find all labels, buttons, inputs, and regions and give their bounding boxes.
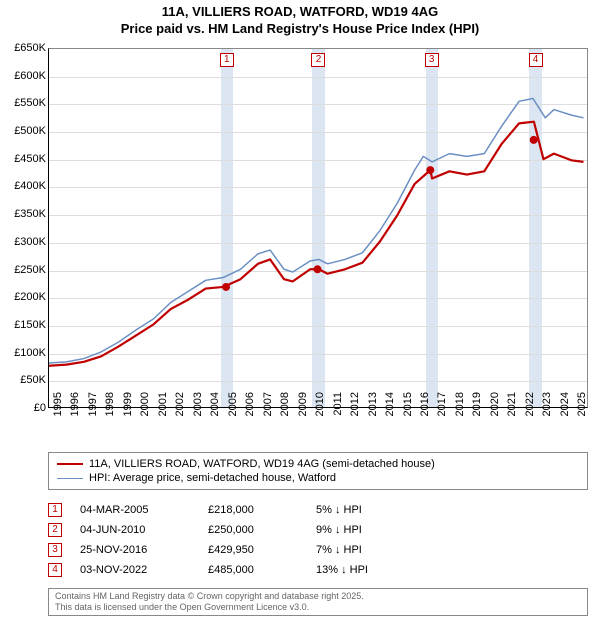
- gridline: [49, 298, 587, 299]
- attribution-footer: Contains HM Land Registry data © Crown c…: [48, 588, 588, 616]
- event-marker-label: 1: [220, 53, 234, 67]
- event-marker-label: 4: [529, 53, 543, 67]
- event-number-box: 1: [48, 503, 62, 517]
- x-axis-tick-label: 2018: [454, 392, 466, 432]
- event-price: £429,950: [208, 544, 298, 556]
- y-axis-tick-label: £350K: [2, 208, 46, 220]
- legend-item: 11A, VILLIERS ROAD, WATFORD, WD19 4AG (s…: [57, 457, 579, 471]
- x-axis-tick-label: 2003: [192, 392, 204, 432]
- gridline: [49, 104, 587, 105]
- legend-label: HPI: Average price, semi-detached house,…: [89, 472, 336, 484]
- event-date: 04-MAR-2005: [80, 504, 190, 516]
- x-axis-tick-label: 1995: [52, 392, 64, 432]
- y-axis-tick-label: £250K: [2, 264, 46, 276]
- x-axis-tick-label: 2014: [384, 392, 396, 432]
- footer-line-2: This data is licensed under the Open Gov…: [55, 602, 581, 613]
- y-axis-tick-label: £0: [2, 402, 46, 414]
- gridline: [49, 187, 587, 188]
- x-axis-tick-label: 2022: [524, 392, 536, 432]
- event-number-box: 4: [48, 563, 62, 577]
- event-price: £485,000: [208, 564, 298, 576]
- events-table: 1 04-MAR-2005 £218,000 5% ↓ HPI 2 04-JUN-2010…: [48, 500, 588, 580]
- event-row: 4 03-NOV-2022 £485,000 13% ↓ HPI: [48, 560, 588, 580]
- y-axis-tick-label: £150K: [2, 319, 46, 331]
- legend-swatch: [57, 463, 83, 465]
- y-axis-tick-label: £300K: [2, 236, 46, 248]
- y-axis-tick-label: £550K: [2, 97, 46, 109]
- legend-swatch: [57, 478, 83, 479]
- event-hpi-diff: 5% ↓ HPI: [316, 504, 406, 516]
- x-axis-tick-label: 2005: [227, 392, 239, 432]
- gridline: [49, 132, 587, 133]
- event-row: 2 04-JUN-2010 £250,000 9% ↓ HPI: [48, 520, 588, 540]
- x-axis-tick-label: 2011: [332, 392, 344, 432]
- x-axis-tick-label: 2023: [541, 392, 553, 432]
- x-axis-tick-label: 2010: [314, 392, 326, 432]
- event-date: 25-NOV-2016: [80, 544, 190, 556]
- x-axis-tick-label: 2025: [576, 392, 588, 432]
- event-marker-label: 2: [311, 53, 325, 67]
- page: 11A, VILLIERS ROAD, WATFORD, WD19 4AG Pr…: [0, 0, 600, 620]
- footer-line-1: Contains HM Land Registry data © Crown c…: [55, 591, 581, 602]
- y-axis-tick-label: £400K: [2, 180, 46, 192]
- legend-item: HPI: Average price, semi-detached house,…: [57, 471, 579, 485]
- title-line-2: Price paid vs. HM Land Registry's House …: [0, 21, 600, 38]
- x-axis-tick-label: 2008: [279, 392, 291, 432]
- x-axis-tick-label: 2021: [506, 392, 518, 432]
- x-axis-tick-label: 2012: [349, 392, 361, 432]
- x-axis-tick-label: 1999: [122, 392, 134, 432]
- gridline: [49, 381, 587, 382]
- x-axis-tick-label: 1998: [104, 392, 116, 432]
- legend-label: 11A, VILLIERS ROAD, WATFORD, WD19 4AG (s…: [89, 458, 435, 470]
- event-number-box: 2: [48, 523, 62, 537]
- event-row: 3 25-NOV-2016 £429,950 7% ↓ HPI: [48, 540, 588, 560]
- x-axis-tick-label: 2016: [419, 392, 431, 432]
- y-axis-tick-label: £200K: [2, 291, 46, 303]
- event-number-box: 3: [48, 543, 62, 557]
- x-axis-tick-label: 2004: [209, 392, 221, 432]
- x-axis-tick-label: 2020: [489, 392, 501, 432]
- x-axis-tick-label: 2019: [471, 392, 483, 432]
- x-axis-tick-label: 2006: [244, 392, 256, 432]
- x-axis-tick-label: 2013: [367, 392, 379, 432]
- gridline: [49, 326, 587, 327]
- y-axis-tick-label: £600K: [2, 70, 46, 82]
- y-axis-tick-label: £100K: [2, 347, 46, 359]
- gridline: [49, 271, 587, 272]
- event-date: 03-NOV-2022: [80, 564, 190, 576]
- gridline: [49, 354, 587, 355]
- gridline: [49, 160, 587, 161]
- event-price: £250,000: [208, 524, 298, 536]
- event-hpi-diff: 9% ↓ HPI: [316, 524, 406, 536]
- y-axis-tick-label: £500K: [2, 125, 46, 137]
- y-axis-tick-label: £50K: [2, 374, 46, 386]
- x-axis-tick-label: 2001: [157, 392, 169, 432]
- x-axis-tick-label: 2000: [139, 392, 151, 432]
- y-axis-tick-label: £450K: [2, 153, 46, 165]
- x-axis-tick-label: 2002: [174, 392, 186, 432]
- event-hpi-diff: 13% ↓ HPI: [316, 564, 406, 576]
- gridline: [49, 77, 587, 78]
- gridline: [49, 215, 587, 216]
- event-marker-label: 3: [425, 53, 439, 67]
- event-price: £218,000: [208, 504, 298, 516]
- x-axis-tick-label: 1996: [69, 392, 81, 432]
- x-axis-tick-label: 2009: [297, 392, 309, 432]
- x-axis-tick-label: 1997: [87, 392, 99, 432]
- x-axis-tick-label: 2017: [436, 392, 448, 432]
- chart-plot-area: 1 2 3 4: [48, 48, 588, 408]
- chart-title: 11A, VILLIERS ROAD, WATFORD, WD19 4AG Pr…: [0, 0, 600, 38]
- event-row: 1 04-MAR-2005 £218,000 5% ↓ HPI: [48, 500, 588, 520]
- x-axis-tick-label: 2015: [402, 392, 414, 432]
- event-hpi-diff: 7% ↓ HPI: [316, 544, 406, 556]
- gridline: [49, 243, 587, 244]
- event-date: 04-JUN-2010: [80, 524, 190, 536]
- y-axis-tick-label: £650K: [2, 42, 46, 54]
- legend: 11A, VILLIERS ROAD, WATFORD, WD19 4AG (s…: [48, 452, 588, 490]
- title-line-1: 11A, VILLIERS ROAD, WATFORD, WD19 4AG: [0, 4, 600, 21]
- x-axis-tick-label: 2024: [559, 392, 571, 432]
- x-axis-tick-label: 2007: [262, 392, 274, 432]
